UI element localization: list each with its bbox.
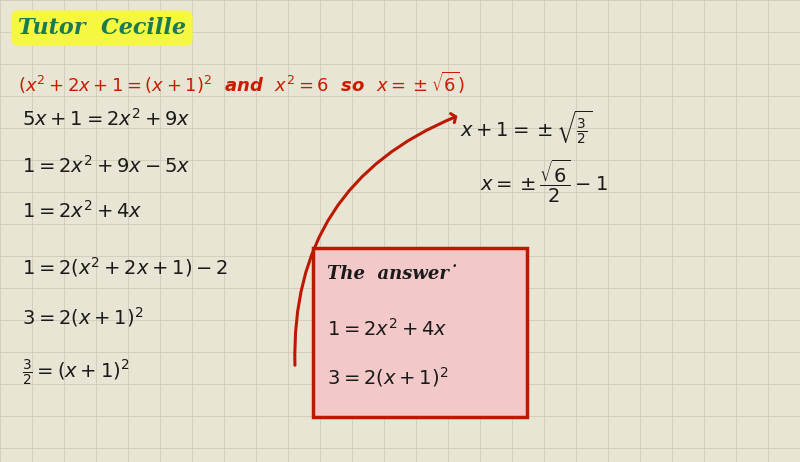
Text: $3=2(x+1)^2$: $3=2(x+1)^2$ xyxy=(327,365,448,389)
Text: $5x+1=2x^2+9x$: $5x+1=2x^2+9x$ xyxy=(22,108,190,130)
Text: $(x^2+2x+1=(x+1)^2$  and  $x^2=6$  so  $x=\pm\sqrt{6})$: $(x^2+2x+1=(x+1)^2$ and $x^2=6$ so $x=\p… xyxy=(18,70,465,96)
Text: $x=\pm\dfrac{\sqrt{6}}{2}-1$: $x=\pm\dfrac{\sqrt{6}}{2}-1$ xyxy=(480,158,608,205)
Text: $1=2x^2+9x-5x$: $1=2x^2+9x-5x$ xyxy=(22,155,190,177)
Text: $x+1=\pm\sqrt{\frac{3}{2}}$: $x+1=\pm\sqrt{\frac{3}{2}}$ xyxy=(460,108,592,146)
FancyBboxPatch shape xyxy=(313,248,527,417)
Text: Tutor  Cecille: Tutor Cecille xyxy=(18,17,186,39)
Text: $1=2x^2+4x$: $1=2x^2+4x$ xyxy=(327,318,447,340)
Text: The  answer˙: The answer˙ xyxy=(327,265,458,283)
Text: $1=2x^2+4x$: $1=2x^2+4x$ xyxy=(22,200,142,222)
Text: $\frac{3}{2}=(x+1)^2$: $\frac{3}{2}=(x+1)^2$ xyxy=(22,358,130,388)
Text: $1=2(x^2+2x+1)-2$: $1=2(x^2+2x+1)-2$ xyxy=(22,255,228,279)
Text: $3=2(x+1)^2$: $3=2(x+1)^2$ xyxy=(22,305,143,329)
